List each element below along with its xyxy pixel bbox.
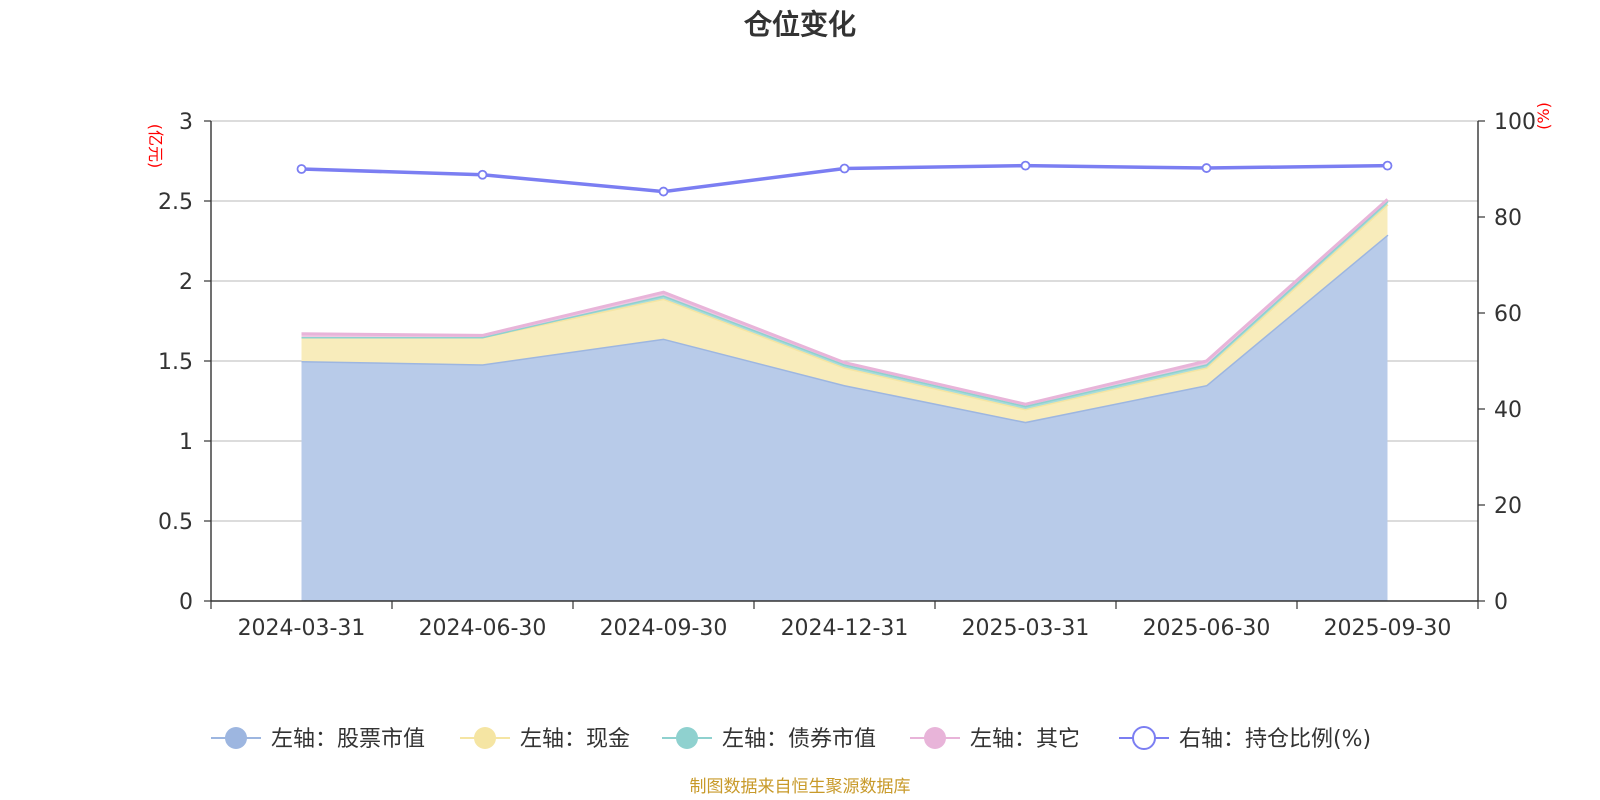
left-axis-tick-label: 2.5 [158,190,193,215]
legend-label: 左轴：现金 [520,727,630,752]
left-axis-tick-label: 3 [179,110,193,135]
ratio-point [477,169,488,180]
area-series-3 [301,201,1388,409]
chart-title: 仓位变化 [744,8,856,41]
area-series-2 [301,204,1388,422]
legend-swatch-dot [225,727,247,749]
axes: 0 0.5 1 1.5 2 2.5 3 0 20 40 60 80 100 2024-03-31 2024-… [158,110,1536,641]
stacked-areas [301,198,1389,601]
legend-swatch-dot [474,727,496,749]
legend: 左轴：股票市值 左轴：现金 左轴：债券市值 左轴：其它 右轴：持仓比例(%) [211,726,1371,752]
right-axis-tick-label: 100 [1494,110,1536,135]
left-axis-tick-label: 2 [179,270,193,295]
ratio-point [296,164,307,174]
x-axis-label: 2025-09-30 [1324,616,1452,641]
x-axis-label: 2025-03-31 [962,616,1090,641]
ratio-point [839,163,850,174]
x-axis-label: 2024-03-31 [238,616,366,641]
right-axis-tick-label: 40 [1494,398,1522,423]
left-axis-unit: (亿元) [146,124,165,169]
legend-label: 左轴：债券市值 [722,727,876,752]
left-axis-tick-label: 0 [179,590,193,615]
ratio-point [1382,160,1393,171]
legend-label: 左轴：其它 [970,727,1080,752]
ratio-line [296,160,1393,197]
legend-label: 右轴：持仓比例(%) [1179,727,1371,752]
left-axis-tick-label: 0.5 [158,510,193,535]
right-axis-tick-label: 60 [1494,302,1522,327]
area-series-edge-4 [301,198,1389,406]
x-axis-label: 2024-12-31 [781,616,909,641]
area-series-1 [301,234,1388,601]
legend-swatch-dot [924,727,946,749]
ratio-point [1020,160,1031,171]
left-axis-tick-label: 1.5 [158,350,193,375]
x-axis-label: 2024-06-30 [419,616,547,641]
right-axis-unit: (%) [1534,102,1553,130]
ratio-point [1201,163,1212,173]
legend-swatch-dot [1132,726,1156,750]
x-axis-label: 2025-06-30 [1143,616,1271,641]
legend-label: 左轴：股票市值 [271,727,425,752]
right-axis-tick-label: 80 [1494,206,1522,231]
right-axis-tick-label: 0 [1494,590,1508,615]
left-axis-tick-label: 1 [179,430,193,455]
right-axis-tick-label: 20 [1494,494,1522,519]
legend-swatch-dot [676,727,698,749]
data-source-note: 制图数据来自恒生聚源数据库 [690,777,911,797]
ratio-point [658,186,669,197]
x-axis-label: 2024-09-30 [600,616,728,641]
